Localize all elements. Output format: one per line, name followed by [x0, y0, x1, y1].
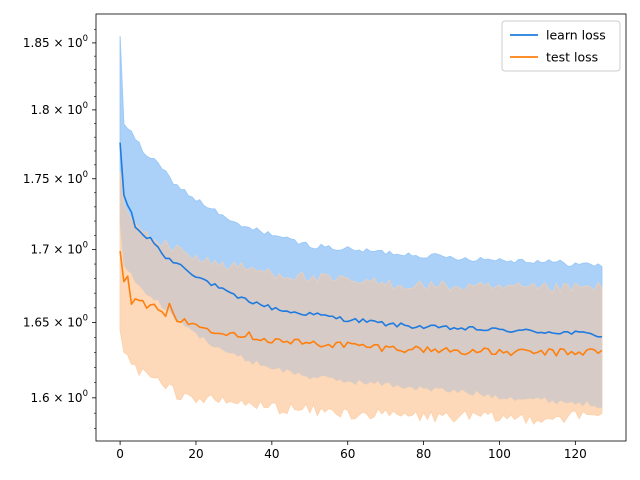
legend-label-test-loss: test loss	[546, 50, 598, 65]
x-axis: 0 20 40 60 80 100 120	[116, 441, 587, 461]
y-tick-label-1.75: 1.75 × 100	[23, 170, 88, 186]
y-tick-label-1.85: 1.85 × 100	[23, 34, 88, 50]
y-axis: 1.6 × 100 1.65 × 100 1.7 × 100 1.75 × 100 1.…	[23, 29, 96, 429]
y-tick-label-1.6: 1.6 × 100	[31, 389, 88, 405]
band-overlap	[120, 171, 602, 409]
x-tick-label-20: 20	[188, 447, 203, 461]
y-tick-label-1.8: 1.8 × 100	[31, 101, 88, 117]
line-test-loss	[119, 250, 603, 357]
x-tick-label-0: 0	[116, 447, 124, 461]
x-tick-label-80: 80	[416, 447, 431, 461]
line-learn-loss	[119, 142, 602, 338]
y-tick-label-1.7: 1.7 × 100	[31, 241, 88, 257]
plot-area	[119, 36, 603, 425]
x-tick-label-100: 100	[488, 447, 511, 461]
x-tick-label-40: 40	[264, 447, 279, 461]
y-tick-label-1.65: 1.65 × 100	[23, 314, 88, 330]
legend-label-learn-loss: learn loss	[546, 28, 606, 43]
legend-box	[501, 20, 621, 72]
x-tick-label-120: 120	[564, 447, 587, 461]
x-tick-label-60: 60	[340, 447, 355, 461]
legend: learn loss test loss	[501, 20, 621, 72]
axes-frame	[95, 13, 627, 442]
